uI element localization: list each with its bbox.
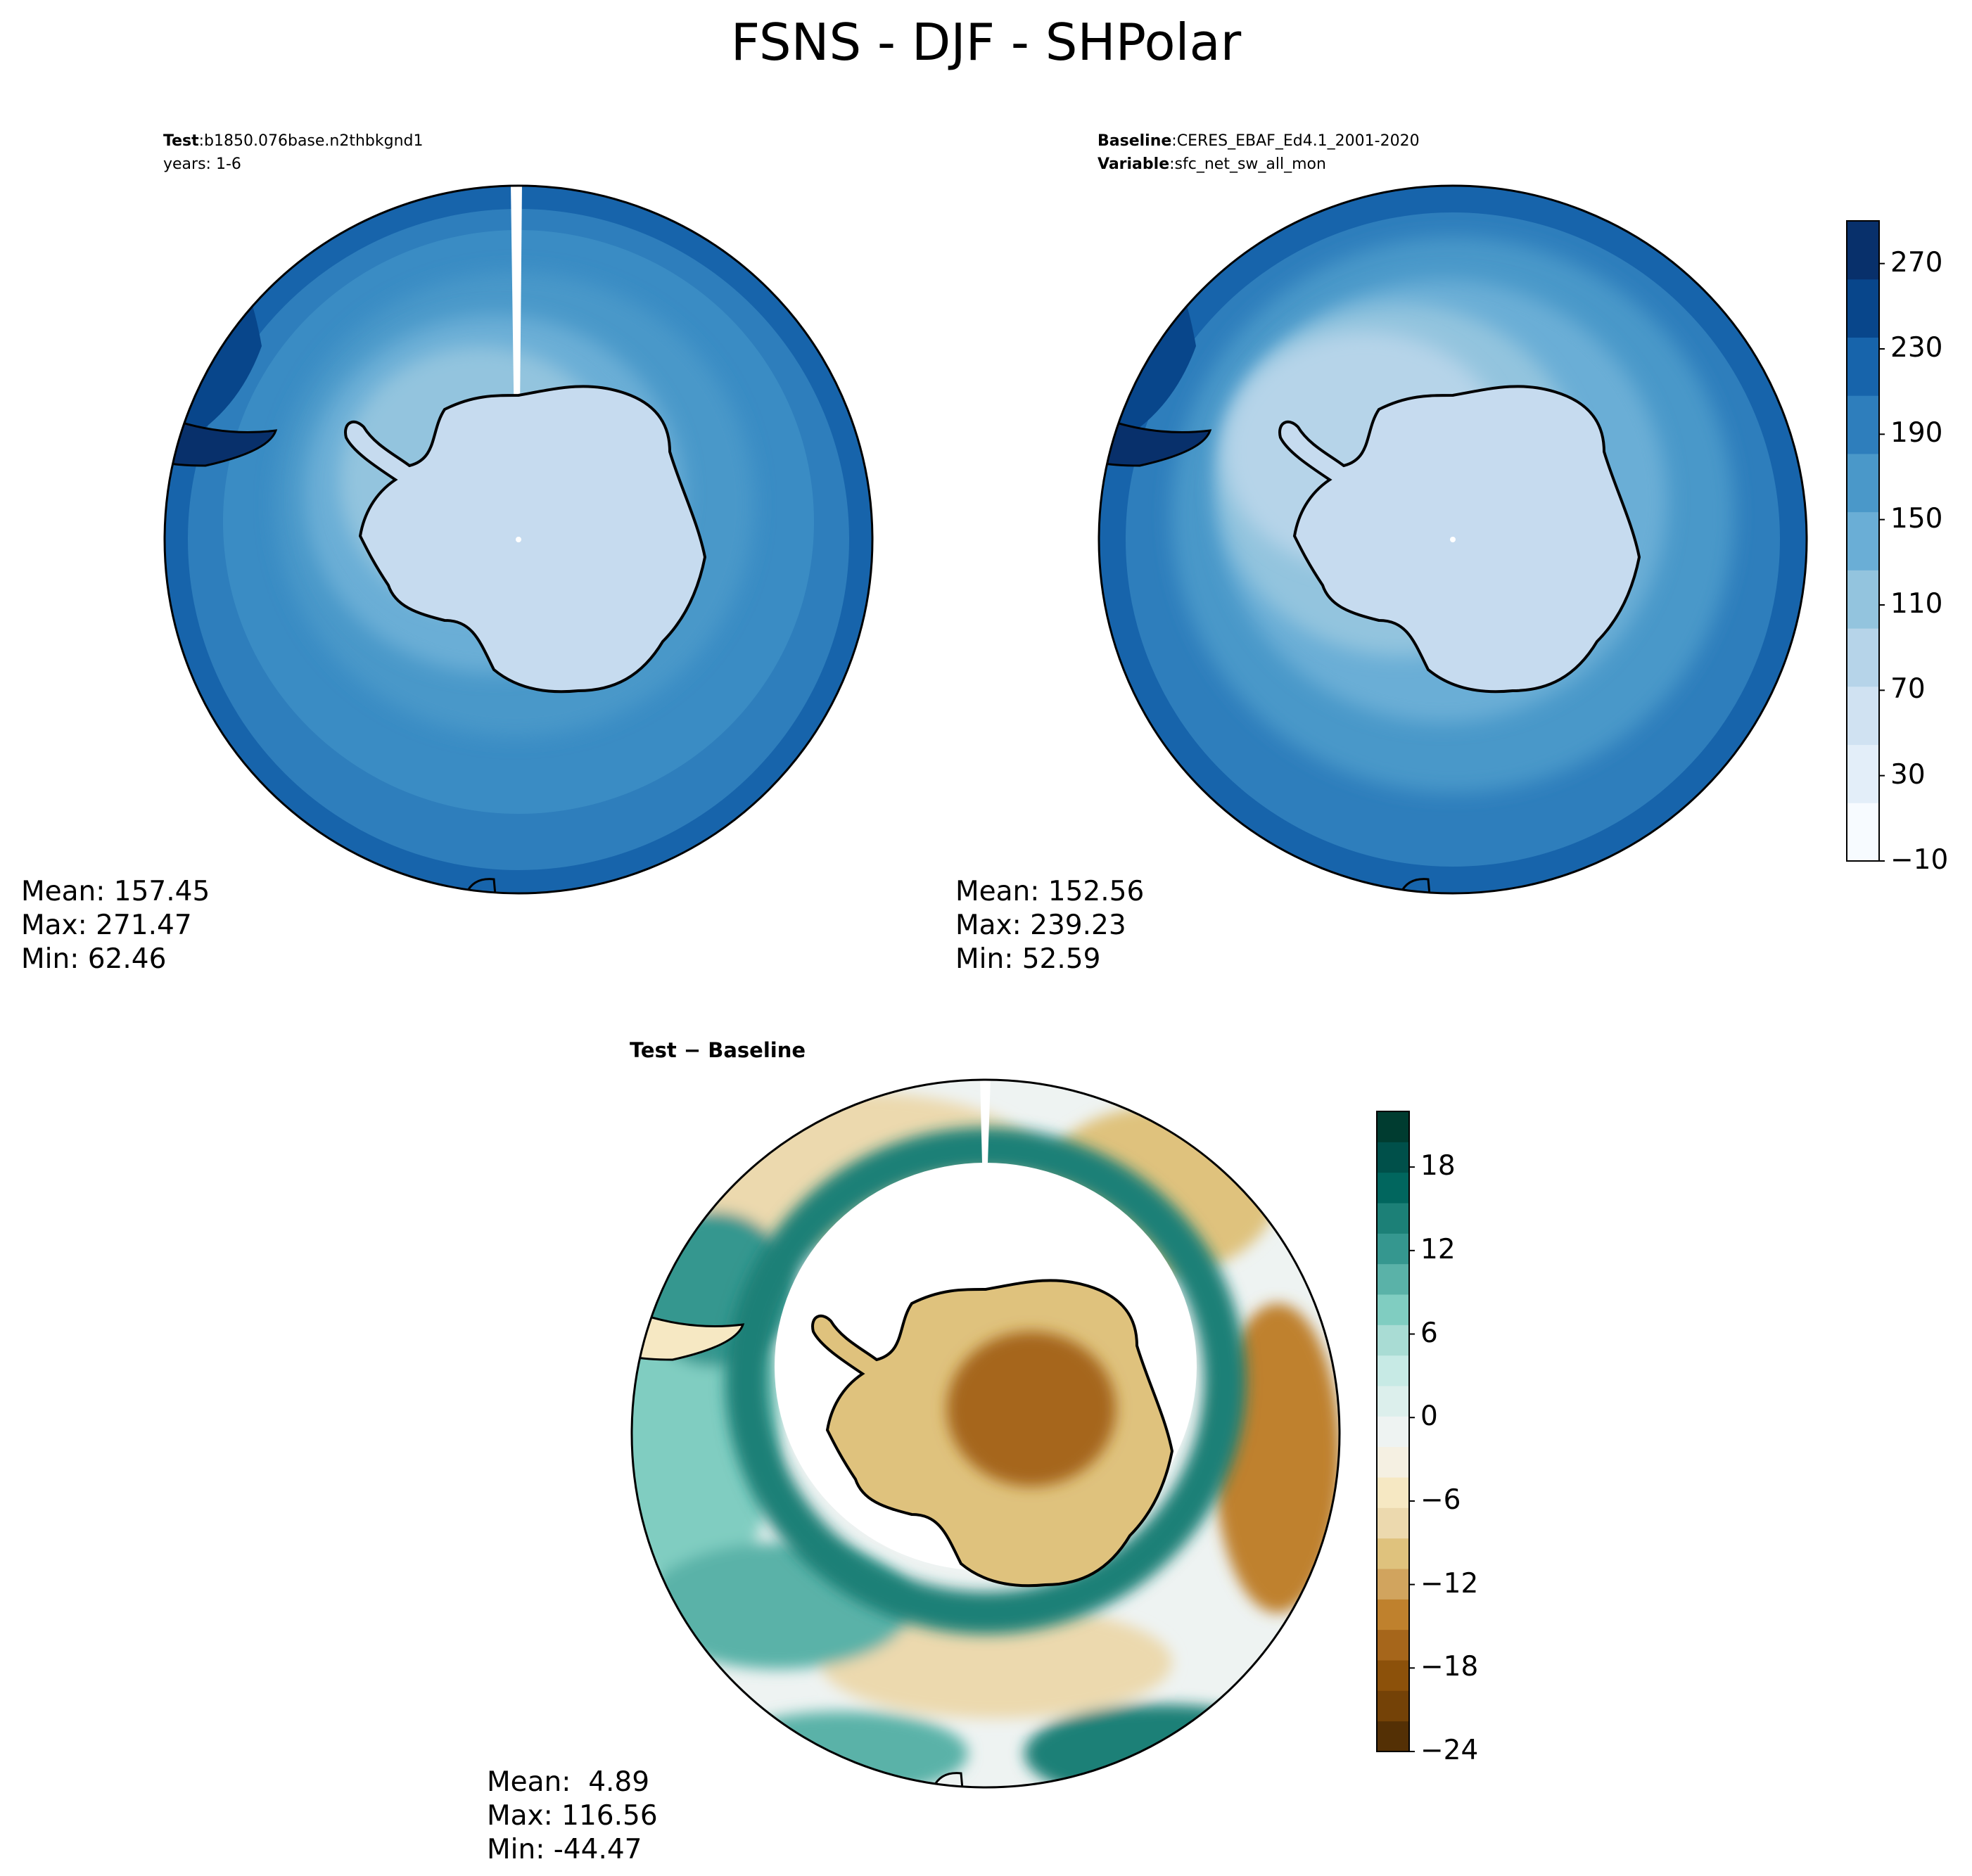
field-colorbar-segment (1847, 803, 1879, 862)
test-map-boundary (163, 184, 874, 895)
difference-colorbar-segment (1377, 1263, 1409, 1295)
baseline-polar-map (1098, 184, 1808, 895)
test-missing-region (191, 280, 223, 360)
baseline-pole-point (1450, 537, 1456, 542)
baseline-map-boundary (1098, 184, 1808, 895)
difference-colorbar-segment (1377, 1477, 1409, 1508)
test-min: Min: 62.46 (21, 943, 167, 975)
difference-colorbar-segment (1377, 1111, 1409, 1142)
field-colorbar-frame (1846, 220, 1880, 862)
difference-colorbar-segment (1377, 1721, 1409, 1752)
difference-colorbar-segment (1377, 1172, 1409, 1204)
test-pole-point (516, 537, 521, 542)
baseline-max: Max: 239.23 (955, 910, 1126, 941)
difference-colorbar-tick-label: 18 (1420, 1150, 1456, 1182)
test-antarctica (344, 385, 707, 694)
field-colorbar-tick-label: 30 (1890, 758, 1926, 791)
test-stats: Mean: 157.45 Max: 271.47 Min: 62.46 (21, 875, 210, 976)
field-colorbar-segment (1847, 744, 1879, 803)
difference-colorbar-segment (1377, 1203, 1409, 1234)
field-colorbar-segment (1847, 395, 1879, 454)
field-colorbar-tick-label: 190 (1890, 417, 1943, 449)
baseline-antarctica (1278, 385, 1641, 694)
field-colorbar-tick-label: 110 (1890, 588, 1943, 620)
field-colorbar-segment (1847, 570, 1879, 629)
test-mean: Mean: 157.45 (21, 876, 210, 907)
field-colorbar-segment (1847, 686, 1879, 746)
field-colorbar-segment (1847, 511, 1879, 570)
baseline-info-variable: sfc_net_sw_all_mon (1174, 155, 1326, 173)
diff-antarctic-negative (947, 1332, 1116, 1486)
baseline-south-america (1099, 414, 1212, 467)
difference-colorbar-segment (1377, 1294, 1409, 1325)
test-south-america (165, 414, 278, 467)
difference-min: Min: -44.47 (487, 1834, 642, 1865)
difference-colorbar-segment (1377, 1629, 1409, 1661)
field-colorbar-segment (1847, 628, 1879, 687)
difference-colorbar-segment (1377, 1142, 1409, 1173)
baseline-mean: Mean: 152.56 (955, 876, 1145, 907)
difference-colorbar-labels: −24 −18 −12 −6 0 6 12 18 (1411, 1110, 1495, 1764)
difference-colorbar-tick-label: −12 (1420, 1567, 1479, 1600)
difference-colorbar (1376, 1111, 1415, 1752)
difference-colorbar-tick-label: −6 (1420, 1483, 1461, 1516)
difference-colorbar-segment (1377, 1599, 1409, 1631)
difference-polar-map (630, 1078, 1341, 1789)
diff-south-america (632, 1308, 745, 1361)
difference-max: Max: 116.56 (487, 1800, 658, 1832)
baseline-info-label: Baseline (1098, 132, 1172, 150)
test-info-case: b1850.076base.n2thbkgnd1 (204, 132, 424, 150)
field-colorbar-segment (1847, 453, 1879, 513)
field-colorbar-tick-label: −10 (1890, 844, 1949, 876)
difference-colorbar-segment (1377, 1660, 1409, 1691)
test-info-years: years: 1-6 (163, 155, 241, 173)
difference-map-boundary (630, 1078, 1341, 1789)
field-colorbar (1846, 220, 1885, 862)
difference-colorbar-segment (1377, 1416, 1409, 1448)
difference-mean: Mean: 4.89 (487, 1766, 650, 1798)
difference-colorbar-segment (1377, 1386, 1409, 1417)
difference-colorbar-tick-label: 12 (1420, 1233, 1456, 1265)
baseline-min: Min: 52.59 (955, 943, 1101, 975)
page-title: FSNS - DJF - SHPolar (730, 13, 1242, 72)
field-colorbar-segment (1847, 279, 1879, 338)
test-polar-map (163, 184, 874, 895)
difference-colorbar-segment (1377, 1446, 1409, 1478)
test-info-label: Test (163, 132, 199, 150)
difference-colorbar-segment (1377, 1355, 1409, 1386)
difference-colorbar-tick-label: −24 (1420, 1735, 1479, 1766)
difference-colorbar-tick-label: 6 (1420, 1317, 1438, 1349)
field-colorbar-tick-label: 150 (1890, 502, 1943, 535)
baseline-stats: Mean: 152.56 Max: 239.23 Min: 52.59 (955, 875, 1144, 976)
difference-colorbar-frame (1376, 1111, 1410, 1752)
difference-stats: Mean: 4.89 Max: 116.56 Min: -44.47 (487, 1766, 658, 1867)
test-info: Test:b1850.076base.n2thbkgnd1 years: 1-6 (163, 132, 424, 173)
field-colorbar-segment (1847, 337, 1879, 396)
field-colorbar-tick-label: 230 (1890, 332, 1943, 364)
diff-missing-strip (980, 1080, 991, 1163)
baseline-info: Baseline:CERES_EBAF_Ed4.1_2001-2020 Vari… (1098, 132, 1420, 173)
difference-colorbar-segment (1377, 1690, 1409, 1722)
field-colorbar-tick-label: 270 (1890, 246, 1943, 279)
field-colorbar-labels: −10 30 70 110 150 190 230 270 (1881, 219, 1965, 874)
difference-colorbar-segment (1377, 1507, 1409, 1539)
field-colorbar-tick-label: 70 (1890, 673, 1926, 706)
difference-colorbar-segment (1377, 1233, 1409, 1265)
variable-info-label: Variable (1098, 155, 1170, 173)
test-max: Max: 271.47 (21, 910, 192, 941)
difference-colorbar-segment (1377, 1569, 1409, 1600)
difference-title: Test − Baseline (630, 1038, 806, 1062)
difference-colorbar-segment (1377, 1325, 1409, 1356)
field-colorbar-segment (1847, 221, 1879, 280)
difference-colorbar-tick-label: −18 (1420, 1651, 1479, 1683)
baseline-info-dataset: CERES_EBAF_Ed4.1_2001-2020 (1176, 132, 1420, 150)
difference-colorbar-segment (1377, 1538, 1409, 1569)
difference-colorbar-tick-label: 0 (1420, 1400, 1438, 1433)
